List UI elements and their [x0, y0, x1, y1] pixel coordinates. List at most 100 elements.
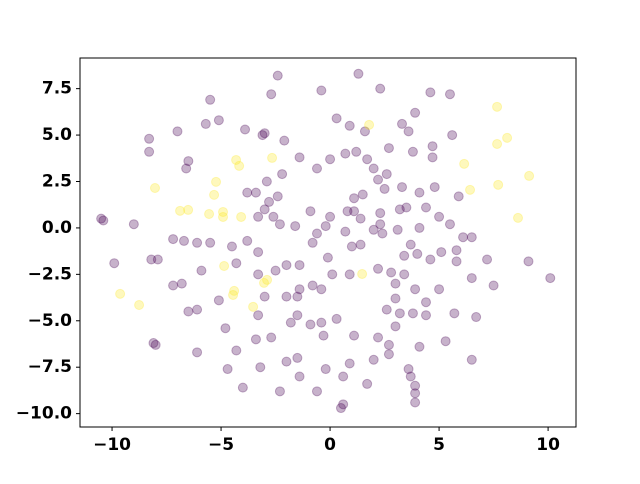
point	[183, 204, 194, 215]
point	[524, 170, 535, 181]
point	[403, 126, 414, 137]
point	[200, 118, 211, 129]
x-tick-label: 0	[324, 435, 336, 455]
point	[168, 234, 179, 245]
point	[277, 169, 288, 180]
point	[405, 371, 416, 382]
point	[407, 308, 418, 319]
point	[466, 354, 477, 365]
point	[493, 179, 504, 190]
point	[292, 310, 303, 321]
y-tick-label: −2.5	[28, 264, 72, 284]
point	[192, 304, 203, 315]
point	[305, 206, 316, 217]
point	[242, 235, 253, 246]
point	[259, 291, 270, 302]
point	[335, 403, 346, 414]
point	[255, 362, 266, 373]
point	[320, 221, 331, 232]
point	[209, 189, 220, 200]
y-tick-label: −10.0	[16, 404, 72, 424]
point	[405, 239, 416, 250]
point	[414, 222, 425, 233]
point	[434, 211, 445, 222]
point	[386, 267, 397, 278]
point	[359, 126, 370, 137]
point	[311, 386, 322, 397]
point	[294, 371, 305, 382]
point	[218, 206, 229, 217]
point	[316, 317, 327, 328]
point	[444, 89, 455, 100]
point	[285, 317, 296, 328]
point	[266, 332, 277, 343]
point	[466, 273, 477, 284]
point	[204, 208, 215, 219]
point	[213, 295, 224, 306]
point	[451, 256, 462, 267]
point	[377, 228, 388, 239]
point	[270, 265, 281, 276]
point	[492, 101, 503, 112]
point	[176, 278, 187, 289]
point	[175, 205, 186, 216]
point	[346, 241, 357, 252]
point	[205, 237, 216, 248]
point	[318, 330, 329, 341]
point	[338, 399, 349, 410]
point	[355, 213, 366, 224]
x-tick-label: 5	[433, 435, 445, 455]
point	[429, 182, 440, 193]
point	[144, 146, 155, 157]
point	[368, 224, 379, 235]
point	[262, 274, 273, 285]
point	[373, 332, 384, 343]
point	[425, 254, 436, 265]
point	[331, 113, 342, 124]
point	[471, 312, 482, 323]
point	[259, 277, 270, 288]
point	[434, 284, 445, 295]
point	[268, 211, 279, 222]
point	[427, 141, 438, 152]
point	[229, 285, 240, 296]
point	[458, 232, 469, 243]
point	[311, 228, 322, 239]
y-tick-label: 7.5	[42, 79, 72, 99]
point	[266, 89, 277, 100]
point	[322, 252, 333, 263]
point	[421, 202, 432, 213]
point	[196, 265, 207, 276]
point	[325, 154, 336, 165]
point	[316, 284, 327, 295]
point	[211, 176, 222, 187]
point	[253, 269, 264, 280]
point	[375, 83, 386, 94]
point	[234, 160, 245, 171]
point	[342, 206, 353, 217]
point	[482, 254, 493, 265]
point	[492, 138, 503, 149]
point	[488, 280, 499, 291]
point	[250, 334, 261, 345]
point	[368, 354, 379, 365]
point	[183, 306, 194, 317]
point	[364, 119, 375, 130]
point	[237, 382, 248, 393]
point	[427, 152, 438, 163]
point	[226, 241, 237, 252]
point	[261, 176, 272, 187]
point	[219, 260, 230, 271]
point	[311, 163, 322, 174]
point	[375, 208, 386, 219]
point	[368, 163, 379, 174]
point	[231, 154, 242, 165]
point	[231, 345, 242, 356]
point	[272, 70, 283, 81]
point	[292, 291, 303, 302]
point	[307, 237, 318, 248]
point	[523, 256, 534, 267]
point	[259, 204, 270, 215]
point	[325, 211, 336, 222]
